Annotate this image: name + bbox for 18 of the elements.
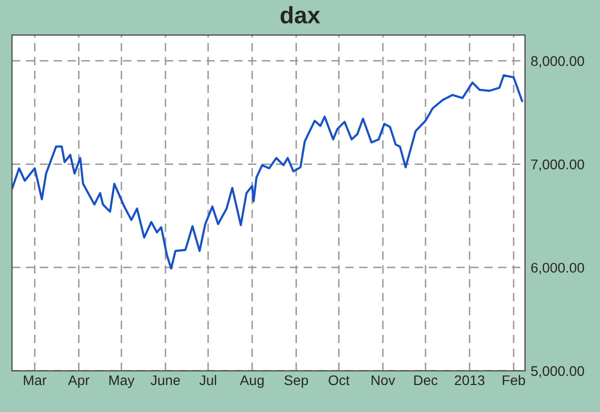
y-tick-label: 8,000.00 <box>531 56 584 68</box>
x-tick-label: Jul <box>199 374 216 386</box>
x-tick-label: Mar <box>24 375 46 386</box>
y-tick-label: 6,000.00 <box>531 262 584 274</box>
x-tick-label: Dec <box>414 375 438 386</box>
x-tick-label: Feb <box>502 374 526 386</box>
x-tick-label: 2013 <box>454 375 484 386</box>
x-tick-label: May <box>109 375 135 388</box>
x-tick-label: Sep <box>284 375 308 388</box>
x-tick-label: Apr <box>68 375 90 388</box>
line-series <box>12 74 524 270</box>
y-tick-label: 5,000.00 <box>531 366 584 378</box>
y-tick-label: 7,000.00 <box>531 160 584 171</box>
x-tick-label: Aug <box>240 375 264 388</box>
x-tick-label: Oct <box>328 375 350 386</box>
x-tick-label: Nov <box>372 375 396 386</box>
chart-title: dax <box>280 6 320 24</box>
x-tick-label: June <box>150 375 180 386</box>
